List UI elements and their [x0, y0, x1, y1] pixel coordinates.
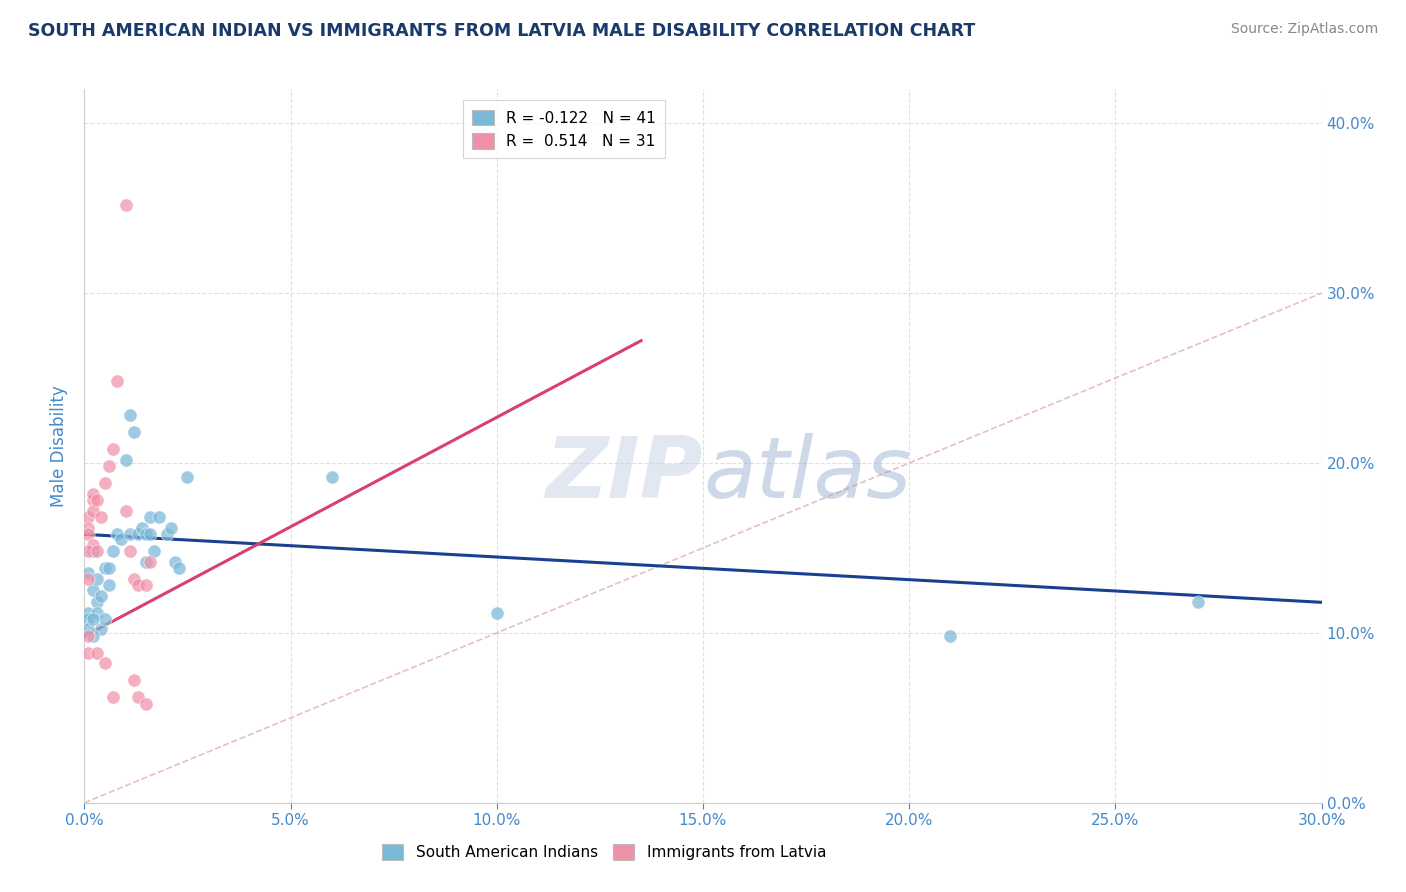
- Point: [110, 533, 132, 547]
- Point: [86, 595, 108, 609]
- Point: [77, 544, 100, 558]
- Point: [82, 629, 104, 643]
- Point: [90, 623, 112, 637]
- Point: [77, 646, 100, 660]
- Point: [90, 510, 112, 524]
- Point: [167, 561, 190, 575]
- Point: [135, 527, 157, 541]
- Text: SOUTH AMERICAN INDIAN VS IMMIGRANTS FROM LATVIA MALE DISABILITY CORRELATION CHAR: SOUTH AMERICAN INDIAN VS IMMIGRANTS FROM…: [28, 22, 976, 40]
- Point: [77, 623, 100, 637]
- Point: [321, 469, 343, 483]
- Text: ZIP: ZIP: [546, 433, 703, 516]
- Point: [939, 629, 962, 643]
- Point: [127, 527, 149, 541]
- Point: [127, 578, 149, 592]
- Point: [77, 606, 100, 620]
- Text: Source: ZipAtlas.com: Source: ZipAtlas.com: [1230, 22, 1378, 37]
- Point: [160, 520, 183, 534]
- Point: [77, 510, 100, 524]
- Point: [1187, 595, 1209, 609]
- Point: [94, 657, 117, 671]
- Point: [139, 555, 162, 569]
- Point: [122, 425, 145, 440]
- Point: [82, 544, 104, 558]
- Point: [77, 572, 100, 586]
- Point: [105, 375, 128, 389]
- Point: [127, 690, 149, 705]
- Point: [86, 572, 108, 586]
- Point: [122, 572, 145, 586]
- Point: [77, 629, 100, 643]
- Point: [131, 520, 153, 534]
- Point: [139, 527, 162, 541]
- Point: [176, 469, 198, 483]
- Y-axis label: Male Disability: Male Disability: [51, 385, 69, 507]
- Point: [94, 476, 117, 491]
- Point: [135, 578, 157, 592]
- Point: [135, 555, 157, 569]
- Point: [98, 561, 121, 575]
- Legend: South American Indians, Immigrants from Latvia: South American Indians, Immigrants from …: [375, 838, 832, 866]
- Point: [77, 520, 100, 534]
- Point: [94, 612, 117, 626]
- Point: [118, 409, 141, 423]
- Point: [94, 561, 117, 575]
- Point: [82, 583, 104, 598]
- Point: [105, 527, 128, 541]
- Point: [485, 606, 508, 620]
- Point: [103, 442, 125, 457]
- Point: [86, 606, 108, 620]
- Point: [86, 544, 108, 558]
- Point: [114, 503, 136, 517]
- Point: [86, 493, 108, 508]
- Point: [103, 690, 125, 705]
- Point: [122, 673, 145, 688]
- Text: atlas: atlas: [703, 433, 911, 516]
- Point: [82, 493, 104, 508]
- Point: [82, 503, 104, 517]
- Point: [114, 452, 136, 467]
- Point: [82, 486, 104, 500]
- Point: [165, 555, 187, 569]
- Point: [77, 527, 100, 541]
- Point: [118, 544, 141, 558]
- Point: [98, 459, 121, 474]
- Point: [139, 510, 162, 524]
- Point: [77, 566, 100, 581]
- Point: [77, 612, 100, 626]
- Point: [118, 527, 141, 541]
- Point: [135, 698, 157, 712]
- Point: [114, 198, 136, 212]
- Point: [143, 544, 166, 558]
- Point: [82, 612, 104, 626]
- Point: [86, 646, 108, 660]
- Point: [103, 544, 125, 558]
- Point: [156, 527, 179, 541]
- Point: [82, 537, 104, 551]
- Point: [98, 578, 121, 592]
- Point: [148, 510, 170, 524]
- Point: [90, 589, 112, 603]
